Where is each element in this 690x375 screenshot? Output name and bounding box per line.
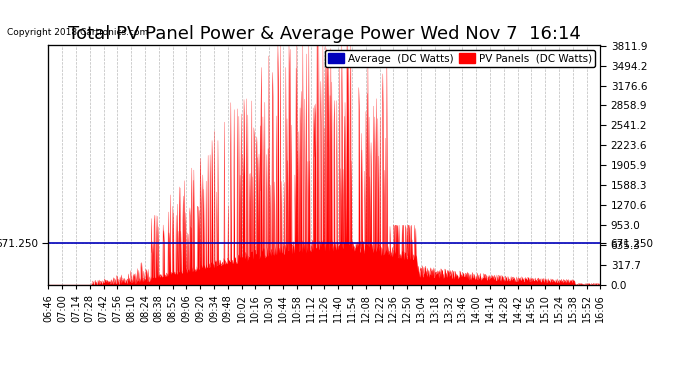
- Legend: Average  (DC Watts), PV Panels  (DC Watts): Average (DC Watts), PV Panels (DC Watts): [325, 50, 595, 67]
- Title: Total PV Panel Power & Average Power Wed Nov 7  16:14: Total PV Panel Power & Average Power Wed…: [68, 26, 581, 44]
- Text: Copyright 2018 Cartronics.com: Copyright 2018 Cartronics.com: [7, 28, 148, 37]
